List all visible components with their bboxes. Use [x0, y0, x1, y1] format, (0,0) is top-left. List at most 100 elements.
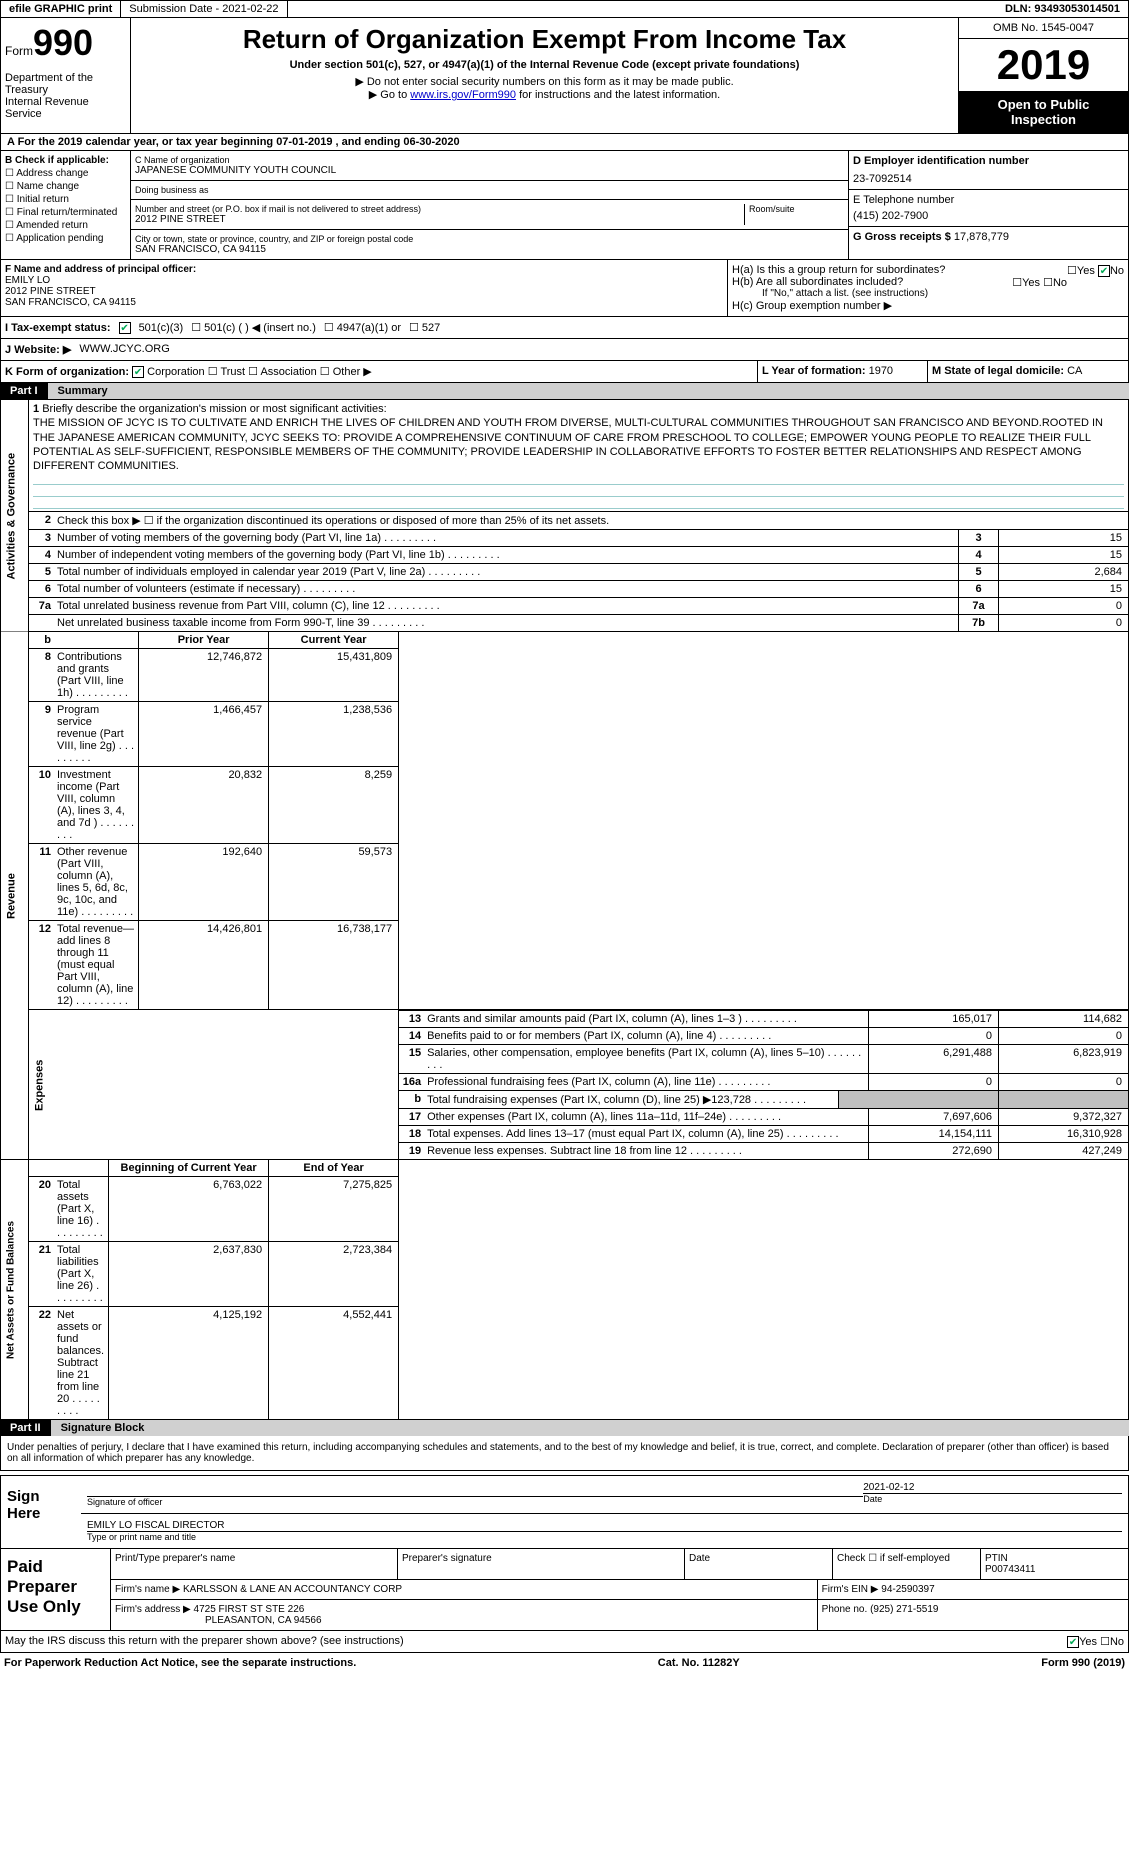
- form-label: Form: [5, 44, 33, 58]
- form-title: Return of Organization Exempt From Incom…: [137, 24, 952, 55]
- chk-amended[interactable]: ☐ Amended return: [5, 220, 126, 231]
- officer-city: SAN FRANCISCO, CA 94115: [5, 297, 723, 308]
- table-row: 14Benefits paid to or for members (Part …: [399, 1027, 1128, 1044]
- table-row: Net unrelated business taxable income fr…: [29, 614, 1128, 631]
- table-row: 4Number of independent voting members of…: [29, 546, 1128, 563]
- room-label: Room/suite: [749, 204, 844, 214]
- net-label: Net Assets or Fund Balances: [1, 1160, 29, 1420]
- table-row: 5Total number of individuals employed in…: [29, 563, 1128, 580]
- org-name: JAPANESE COMMUNITY YOUTH COUNCIL: [135, 165, 844, 176]
- sig-officer-label: Signature of officer: [87, 1496, 863, 1507]
- phone: (415) 202-7900: [853, 210, 1124, 222]
- l-label: L Year of formation:: [762, 365, 866, 377]
- discuss-yes: [1067, 1636, 1079, 1648]
- org-street: 2012 PINE STREET: [135, 214, 744, 225]
- tax-status-row: I Tax-exempt status: 501(c)(3) ☐ 501(c) …: [0, 317, 1129, 339]
- open-public: Open to Public Inspection: [959, 91, 1128, 133]
- form-subtitle: Under section 501(c), 527, or 4947(a)(1)…: [137, 59, 952, 71]
- officer-name-title: EMILY LO FISCAL DIRECTOR: [87, 1520, 1122, 1531]
- firm-ein-label: Firm's EIN ▶: [822, 1584, 879, 1595]
- ha-no-checked: [1098, 265, 1110, 277]
- hb-note: If "No," attach a list. (see instruction…: [732, 288, 1124, 299]
- check-b: B Check if applicable: ☐ Address change …: [1, 151, 131, 259]
- part2-header: Part II Signature Block: [0, 1420, 1129, 1436]
- chk-pending[interactable]: ☐ Application pending: [5, 233, 126, 244]
- table-row: 21Total liabilities (Part X, line 26)2,6…: [29, 1241, 398, 1306]
- line2: Check this box ▶ ☐ if the organization d…: [53, 512, 1128, 529]
- note-pre: ▶ Go to: [369, 89, 410, 101]
- ein: 23-7092514: [853, 173, 1124, 185]
- prior-year-hdr: Prior Year: [138, 632, 268, 648]
- table-row: 8Contributions and grants (Part VIII, li…: [29, 648, 398, 701]
- name-title-label: Type or print name and title: [87, 1531, 1122, 1542]
- table-row: 6Total number of volunteers (estimate if…: [29, 580, 1128, 597]
- street-label: Number and street (or P.O. box if mail i…: [135, 204, 744, 214]
- chk-initial[interactable]: ☐ Initial return: [5, 194, 126, 205]
- submission-date: Submission Date - 2021-02-22: [121, 1, 287, 17]
- efile-label: efile GRAPHIC print: [1, 1, 121, 17]
- discuss-row: May the IRS discuss this return with the…: [0, 1631, 1129, 1653]
- c-label: C Name of organization: [135, 155, 844, 165]
- k-label: K Form of organization:: [5, 366, 129, 378]
- table-row: 11Other revenue (Part VIII, column (A), …: [29, 843, 398, 920]
- table-row: bTotal fundraising expenses (Part IX, co…: [399, 1090, 1128, 1108]
- form-ref: Form 990 (2019): [1041, 1657, 1125, 1669]
- line1-label: Briefly describe the organization's miss…: [42, 403, 386, 415]
- website-label: J Website: ▶: [5, 343, 71, 356]
- table-row: 3Number of voting members of the governi…: [29, 529, 1128, 546]
- table-row: 19Revenue less expenses. Subtract line 1…: [399, 1142, 1128, 1159]
- gross-label: G Gross receipts $: [853, 231, 951, 243]
- officer-name: EMILY LO: [5, 275, 723, 286]
- department: Department of the Treasury Internal Reve…: [5, 72, 126, 120]
- date-label: Date: [863, 1493, 1122, 1504]
- table-row: 17Other expenses (Part IX, column (A), l…: [399, 1108, 1128, 1125]
- part1-title: Summary: [48, 383, 1129, 399]
- expenses-label: Expenses: [29, 1010, 399, 1160]
- org-form-row: K Form of organization: Corporation ☐ Tr…: [0, 361, 1129, 383]
- table-row: 13Grants and similar amounts paid (Part …: [399, 1010, 1128, 1027]
- top-bar: efile GRAPHIC print Submission Date - 20…: [0, 0, 1129, 18]
- prep-date-label: Date: [685, 1549, 833, 1579]
- chk-name[interactable]: ☐ Name change: [5, 181, 126, 192]
- ptin: P00743411: [985, 1564, 1035, 1575]
- website-row: J Website: ▶ WWW.JCYC.ORG: [0, 339, 1129, 361]
- footer: For Paperwork Reduction Act Notice, see …: [0, 1653, 1129, 1673]
- dba-label: Doing business as: [135, 185, 844, 195]
- irs-link[interactable]: www.irs.gov/Form990: [410, 89, 516, 101]
- year-formation: 1970: [869, 365, 893, 377]
- note-post: for instructions and the latest informat…: [516, 89, 720, 101]
- chk-address[interactable]: ☐ Address change: [5, 168, 126, 179]
- preparer-block: Paid Preparer Use Only Print/Type prepar…: [0, 1549, 1129, 1631]
- domicile: CA: [1067, 365, 1082, 377]
- table-row: 20Total assets (Part X, line 16)6,763,02…: [29, 1176, 398, 1241]
- part1-num: Part I: [0, 383, 48, 399]
- table-row: 9Program service revenue (Part VIII, lin…: [29, 701, 398, 766]
- cat-no: Cat. No. 11282Y: [658, 1657, 740, 1669]
- ein-label: D Employer identification number: [853, 155, 1124, 167]
- declaration: Under penalties of perjury, I declare th…: [0, 1436, 1129, 1471]
- paid-preparer-label: Paid Preparer Use Only: [1, 1549, 111, 1630]
- firm-addr2: PLEASANTON, CA 94566: [205, 1615, 322, 1626]
- firm-addr-label: Firm's address ▶: [115, 1604, 191, 1615]
- firm-phone-label: Phone no.: [822, 1604, 868, 1615]
- part1-header: Part I Summary: [0, 383, 1129, 399]
- org-city: SAN FRANCISCO, CA 94115: [135, 244, 844, 255]
- hb-row: H(b) Are all subordinates included? ☐Yes…: [732, 276, 1124, 288]
- firm-name-label: Firm's name ▶: [115, 1584, 180, 1595]
- chk-corp: [132, 366, 144, 378]
- officer-street: 2012 PINE STREET: [5, 286, 723, 297]
- officer-h-row: F Name and address of principal officer:…: [0, 260, 1129, 317]
- sign-here-block: Sign Here Signature of officer 2021-02-1…: [0, 1475, 1129, 1549]
- officer-label: F Name and address of principal officer:: [5, 264, 723, 275]
- sig-date: 2021-02-12: [863, 1482, 1122, 1493]
- table-row: 12Total revenue—add lines 8 through 11 (…: [29, 920, 398, 1009]
- firm-phone: (925) 271-5519: [870, 1604, 938, 1615]
- firm-ein: 94-2590397: [881, 1584, 934, 1595]
- discuss-text: May the IRS discuss this return with the…: [5, 1635, 404, 1648]
- firm-addr1: 4725 FIRST ST STE 226: [194, 1604, 305, 1615]
- table-row: 7aTotal unrelated business revenue from …: [29, 597, 1128, 614]
- hc-row: H(c) Group exemption number ▶: [732, 299, 1124, 312]
- part2-num: Part II: [0, 1420, 51, 1436]
- chk-final[interactable]: ☐ Final return/terminated: [5, 207, 126, 218]
- firm-name: KARLSSON & LANE AN ACCOUNTANCY CORP: [183, 1584, 402, 1595]
